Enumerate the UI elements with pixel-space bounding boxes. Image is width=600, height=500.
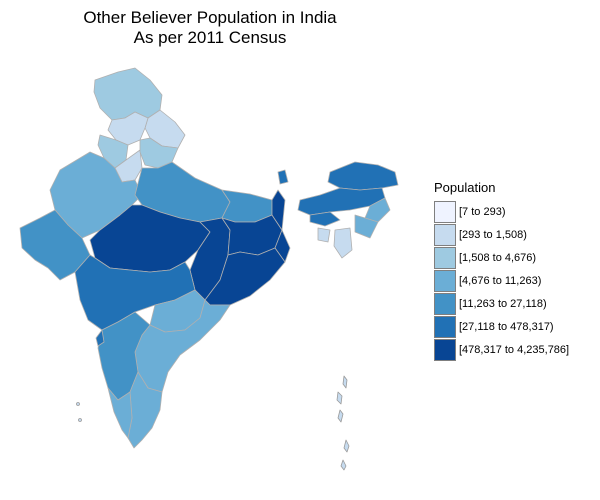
legend-item: [1,508 to 4,676) (434, 246, 569, 269)
legend-item: [27,118 to 478,317) (434, 315, 569, 338)
legend-item: [293 to 1,508) (434, 223, 569, 246)
legend-swatch (434, 223, 456, 246)
region-nagaland (364, 197, 391, 223)
legend-item: [4,676 to 11,263) (434, 269, 569, 292)
legend-title: Population (434, 180, 496, 195)
region-maharashtra (74, 254, 196, 331)
region-arunachal (327, 161, 399, 191)
lakshadweep-islands (76, 402, 82, 422)
region-tripura (317, 227, 331, 243)
legend-items: [7 to 293) [293 to 1,508) [1,508 to 4,676)… (434, 200, 569, 361)
region-manipur (354, 214, 379, 239)
map-title: Other Believer Population in India As pe… (0, 8, 420, 48)
legend-swatch (434, 246, 456, 269)
region-odisha (204, 247, 286, 306)
region-kerala (107, 387, 133, 439)
legend-label: [4,676 to 11,263) (459, 274, 542, 287)
legend-label: [1,508 to 4,676) (459, 251, 537, 264)
region-meghalaya (309, 211, 341, 227)
legend-item: [478,317 to 4,235,786] (434, 338, 569, 361)
legend-swatch (434, 315, 456, 338)
legend: Population [7 to 293) [293 to 1,508) [1,50… (434, 180, 569, 361)
india-map (19, 67, 399, 471)
legend-label: [27,118 to 478,317) (459, 320, 554, 333)
title-line-2: As per 2011 Census (133, 28, 287, 47)
title-line-1: Other Believer Population in India (83, 8, 337, 27)
legend-label: [7 to 293) (459, 205, 506, 218)
region-goa (95, 329, 105, 347)
andaman-islands (336, 375, 350, 471)
legend-label: [11,263 to 27,118) (459, 297, 547, 310)
legend-swatch (434, 292, 456, 315)
region-mizoram (333, 227, 353, 259)
region-bihar (221, 189, 273, 223)
legend-swatch (434, 338, 456, 361)
legend-swatch (434, 200, 456, 223)
legend-item: [11,263 to 27,118) (434, 292, 569, 315)
legend-label: [293 to 1,508) (459, 228, 527, 241)
region-himachal (107, 111, 149, 146)
region-jammu-kashmir (93, 67, 163, 121)
legend-item: [7 to 293) (434, 200, 569, 223)
region-west-bengal (271, 189, 291, 263)
legend-swatch (434, 269, 456, 292)
region-sikkim (277, 169, 289, 185)
legend-label: [478,317 to 4,235,786] (459, 343, 570, 356)
